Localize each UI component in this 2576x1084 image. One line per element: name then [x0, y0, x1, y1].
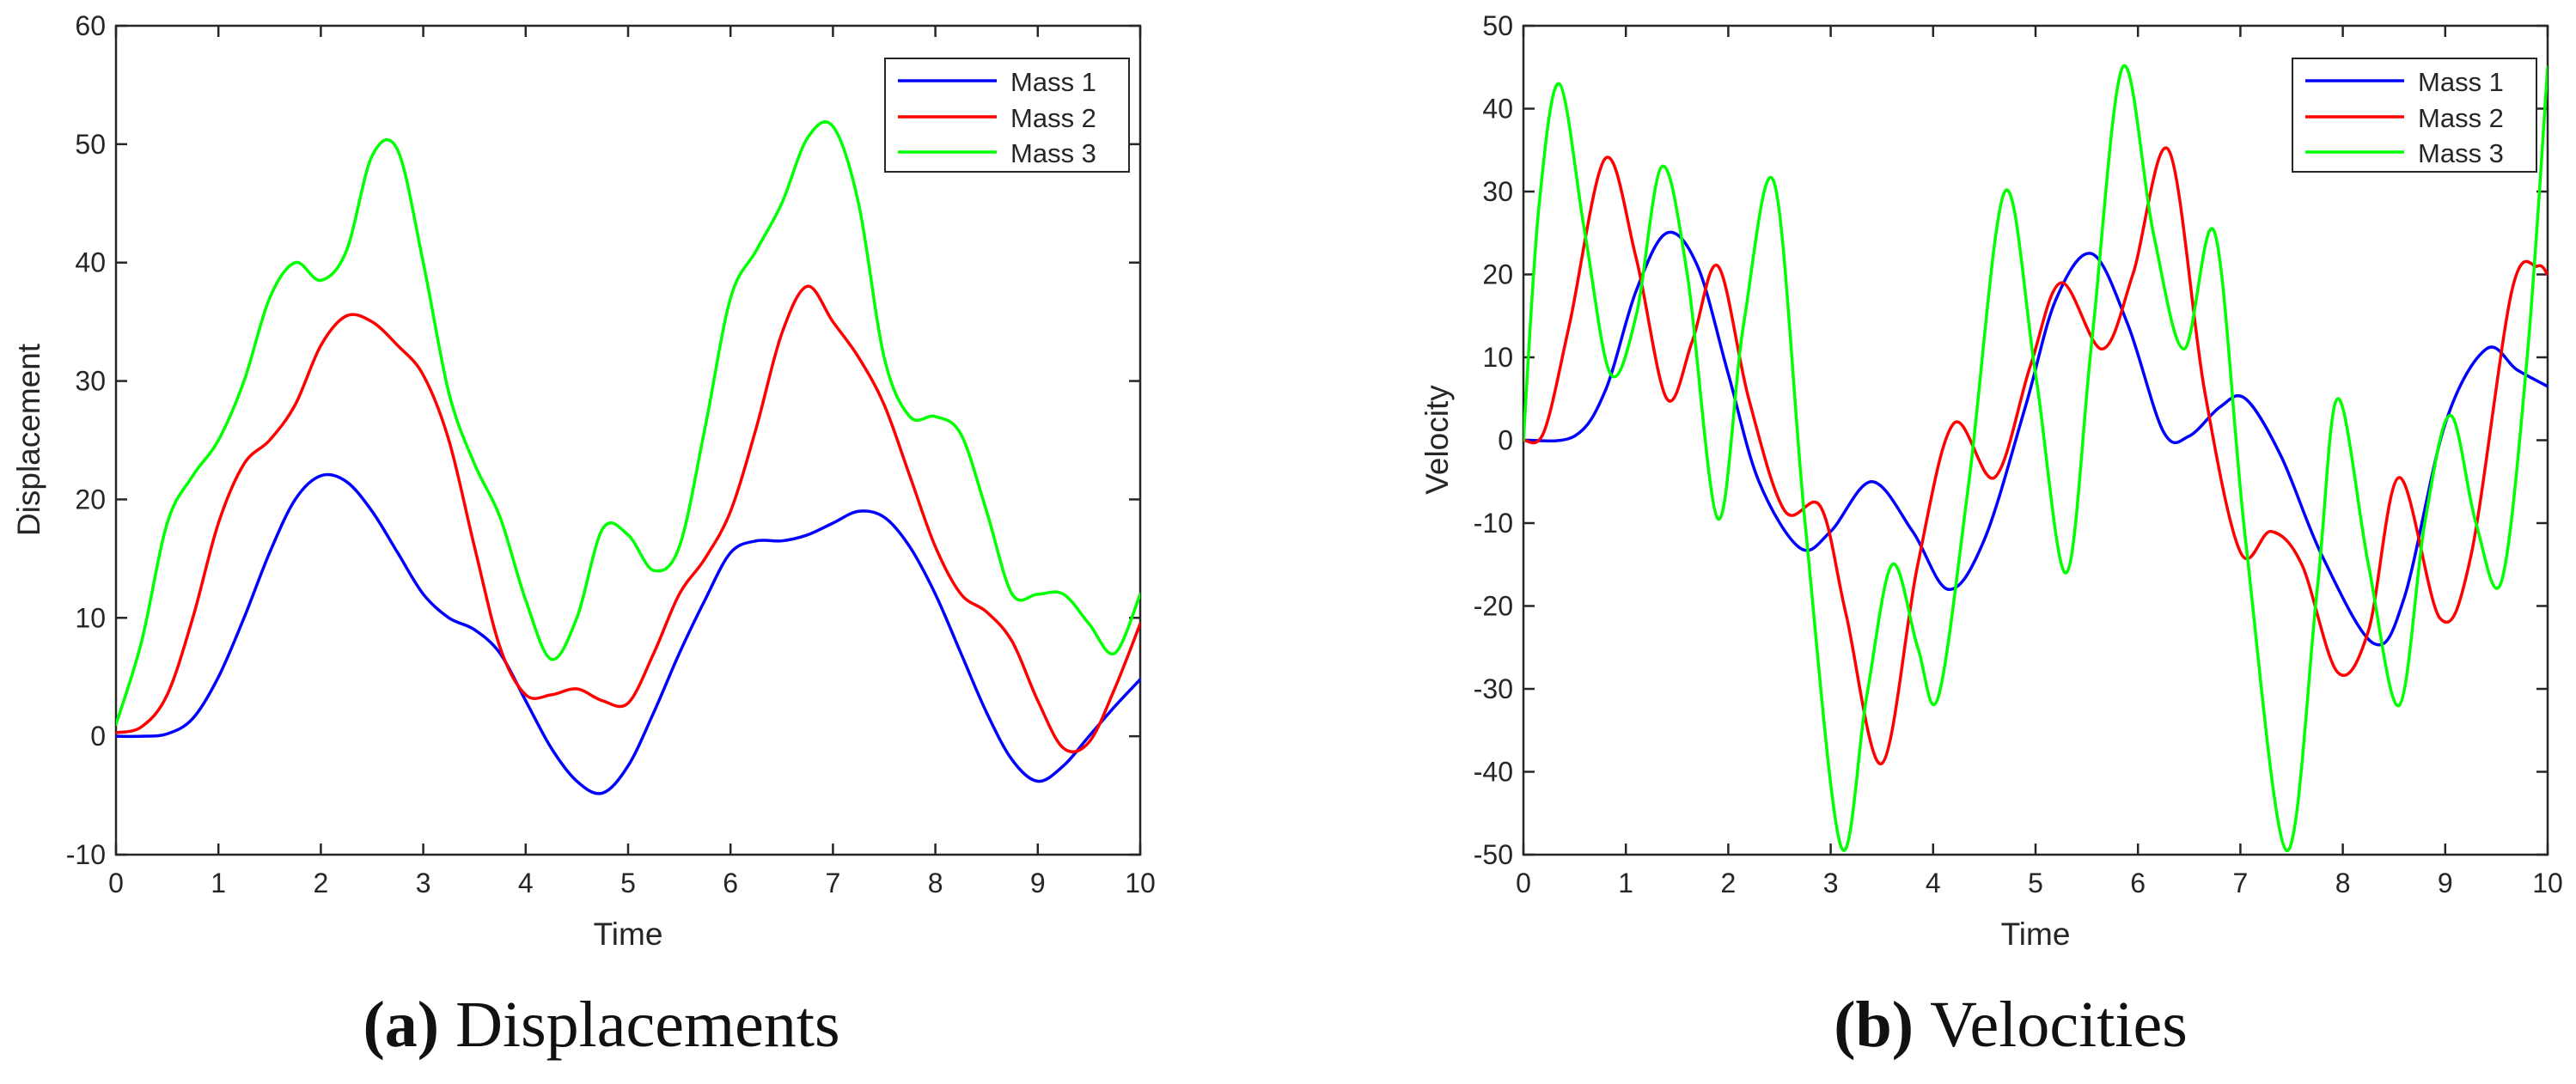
legend: Mass 1 Mass 2 Mass 3	[884, 58, 1130, 173]
x-tick-label: 9	[2438, 868, 2453, 898]
y-tick-label: 50	[75, 129, 106, 160]
x-tick-label: 6	[2130, 868, 2146, 898]
y-tick-label: -50	[1474, 839, 1513, 870]
y-tick-label: -40	[1474, 757, 1513, 788]
x-tick-label: 3	[416, 868, 431, 898]
series-line-mass-2	[1523, 146, 2548, 765]
y-tick-label: 30	[1482, 176, 1513, 207]
series-group	[116, 120, 1140, 795]
x-tick-label: 10	[2532, 868, 2563, 898]
y-tick-group: -50 -40 -30 -20 -10 0 10 20 30 40 50	[1474, 10, 2548, 870]
x-tick-label: 7	[2233, 868, 2249, 898]
y-tick-label: 40	[75, 247, 106, 278]
legend-label-mass-3: Mass 3	[1010, 138, 1096, 168]
caption-velocities: (b) Velocities	[1834, 989, 2188, 1061]
x-tick-label: 10	[1125, 868, 1156, 898]
series-line-mass-2	[116, 284, 1140, 754]
y-tick-label: 10	[1482, 342, 1513, 373]
series-line-mass-1	[1523, 230, 2548, 647]
legend-label-mass-1: Mass 1	[2418, 67, 2504, 97]
series-line-mass-1	[116, 472, 1140, 795]
x-tick-label: 8	[928, 868, 943, 898]
legend-box	[2292, 58, 2537, 173]
x-tick-label: 5	[620, 868, 636, 898]
y-tick-group: -10 0 10 20 30 40 50 60	[66, 10, 1140, 870]
series-line-mass-3	[116, 120, 1140, 727]
x-tick-label: 1	[1618, 868, 1633, 898]
y-tick-label: 0	[1498, 425, 1513, 456]
y-tick-label: -30	[1474, 673, 1513, 704]
y-tick-label: 20	[1482, 259, 1513, 290]
x-tick-label: 5	[2028, 868, 2043, 898]
caption-text-a: Displacements	[455, 989, 839, 1061]
legend-label-mass-2: Mass 2	[1010, 103, 1096, 133]
y-tick-label: 60	[75, 10, 106, 41]
x-axis-label: Time	[2001, 917, 2071, 952]
y-tick-label: -20	[1474, 591, 1513, 622]
y-tick-label: -10	[66, 839, 106, 870]
x-tick-label: 4	[1926, 868, 1941, 898]
caption-label-a: a	[385, 989, 418, 1061]
legend-label-mass-1: Mass 1	[1010, 67, 1096, 97]
x-tick-label: 3	[1823, 868, 1839, 898]
legend: Mass 1 Mass 2 Mass 3	[2292, 58, 2537, 173]
y-tick-label: 20	[75, 484, 106, 515]
x-tick-label: 0	[108, 868, 124, 898]
x-tick-label: 8	[2335, 868, 2351, 898]
x-tick-label: 2	[314, 868, 329, 898]
y-tick-label: 0	[90, 721, 106, 752]
y-tick-label: 30	[75, 366, 106, 397]
y-axis-label: Displacement	[11, 343, 46, 536]
x-tick-group: 0 1 2 3 4 5 6 7 8 9 10	[108, 26, 1156, 898]
y-tick-label: 50	[1482, 10, 1513, 41]
x-tick-label: 9	[1030, 868, 1046, 898]
y-tick-label: 10	[75, 602, 106, 633]
x-tick-label: 1	[211, 868, 226, 898]
legend-label-mass-2: Mass 2	[2418, 103, 2504, 133]
x-tick-label: 6	[723, 868, 738, 898]
caption-label-b: b	[1856, 989, 1892, 1061]
x-tick-label: 2	[1721, 868, 1737, 898]
x-tick-label: 4	[518, 868, 534, 898]
caption-displacements: (a) Displacements	[363, 989, 839, 1061]
x-tick-label: 0	[1516, 868, 1531, 898]
y-tick-label: -10	[1474, 508, 1513, 539]
caption-text-b: Velocities	[1930, 989, 2188, 1061]
velocity-chart: 0 1 2 3 4 5 6 7 8 9 10 -50-40-30-20-1001020304050 …	[1419, 10, 2563, 1061]
y-tick-label: 40	[1482, 94, 1513, 125]
x-tick-group: 0 1 2 3 4 5 6 7 8 9 10	[1516, 26, 2563, 898]
series-line-mass-3	[1523, 64, 2548, 852]
x-tick-label: 7	[826, 868, 841, 898]
legend-label-mass-3: Mass 3	[2418, 138, 2504, 168]
y-axis-label: Velocity	[1419, 385, 1455, 495]
x-axis-label: Time	[594, 917, 663, 952]
series-group	[1523, 64, 2548, 852]
